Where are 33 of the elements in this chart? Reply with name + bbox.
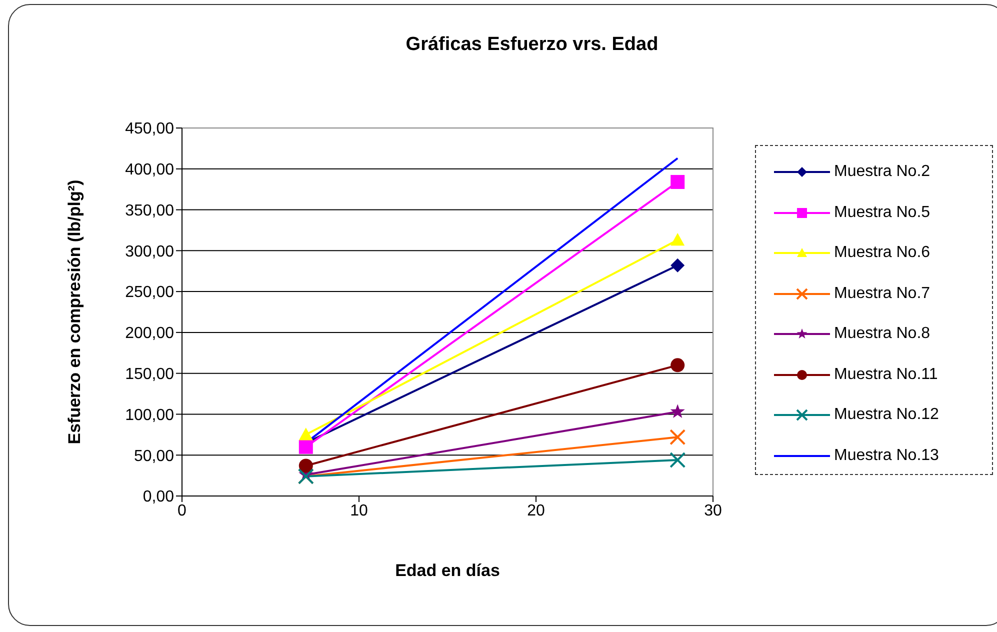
point (298, 458, 313, 473)
y-tick-label: 250,00 (125, 284, 174, 302)
point (670, 358, 685, 372)
legend-label: Muestra No.2 (834, 163, 930, 182)
y-tick-label: 400,00 (125, 162, 174, 179)
x-tick-label: 10 (350, 502, 368, 520)
point (670, 452, 686, 468)
legend-label: Muestra No.6 (834, 244, 930, 262)
legend-label: Muestra No.8 (834, 325, 930, 344)
legend-label: Muestra No.11 (834, 366, 938, 384)
point (670, 429, 686, 446)
y-tick-label: 150,00 (125, 366, 174, 384)
y-tick-label: 350,00 (125, 202, 174, 220)
y-tick-label: 200,00 (125, 325, 174, 342)
y-tick-label: 50,00 (134, 448, 174, 465)
y-tick-label: 100,00 (125, 406, 174, 424)
x-tick-label: 0 (178, 502, 187, 520)
point (670, 174, 685, 189)
y-tick-label: 0,00 (142, 488, 174, 506)
chart-title: Gráficas Esfuerzo vrs. Edad (404, 34, 660, 56)
x-tick-label: 30 (704, 502, 722, 520)
legend-label: Muestra No.13 (834, 446, 939, 465)
y-tick-label: 300,00 (125, 243, 174, 260)
point (670, 258, 685, 272)
y-axis-title: Esfuerzo en compresión (lb/plg²) (65, 180, 84, 444)
legend-label: Muestra No.5 (834, 204, 930, 222)
point (670, 404, 685, 418)
x-axis-title: Edad en días (395, 561, 500, 580)
y-tick-label: 450,00 (125, 120, 174, 138)
point (298, 440, 313, 454)
legend-label: Muestra No.7 (834, 284, 930, 303)
legend-label: Muestra No.12 (834, 406, 939, 424)
x-tick-label: 20 (527, 502, 545, 520)
